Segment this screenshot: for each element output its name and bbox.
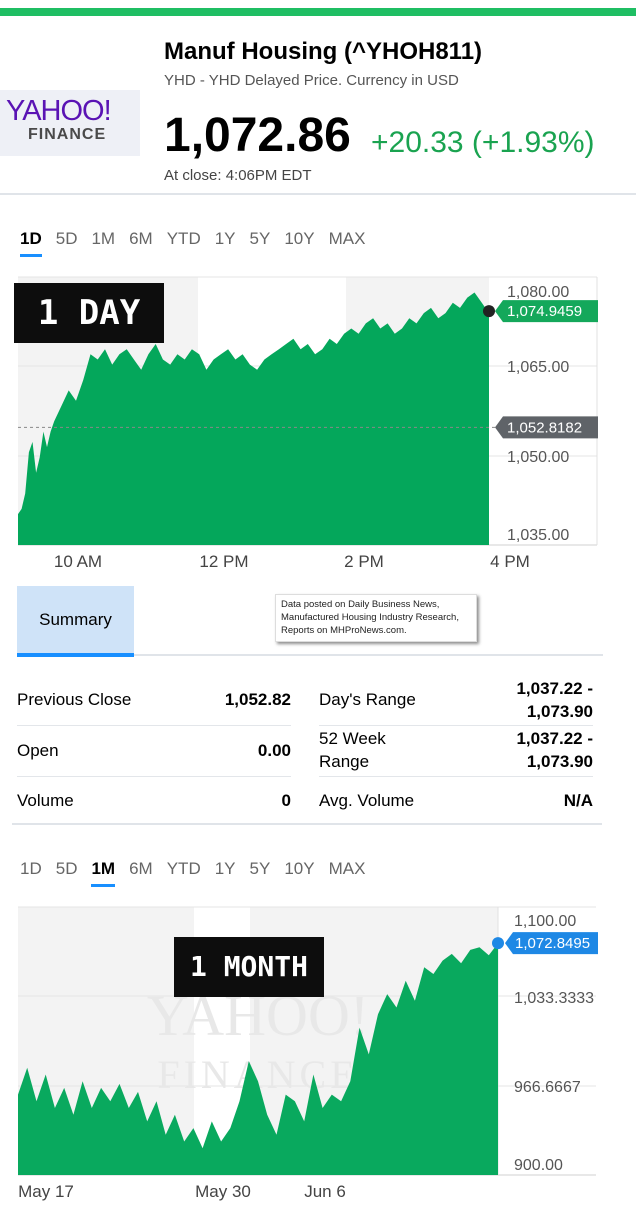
price-change: +20.33 (+1.93%) — [371, 126, 595, 159]
x-tick-label: Jun 6 — [304, 1182, 346, 1201]
y-tick-label: 1,050.00 — [507, 449, 569, 466]
header-divider — [0, 193, 636, 195]
x-tick-label: May 30 — [195, 1182, 251, 1201]
summary-tab-indicator — [17, 653, 134, 657]
previous-close-tag-label: 1,052.8182 — [507, 419, 582, 436]
week52-range-label: 52 Week — [319, 729, 386, 748]
attribution-note: Data posted on Daily Business News, Manu… — [275, 594, 477, 642]
tab-1m[interactable]: 1M — [91, 859, 115, 887]
tab-6m[interactable]: 6M — [129, 229, 153, 248]
tab-1d[interactable]: 1D — [20, 859, 42, 878]
y-tick-label: 966.6667 — [514, 1079, 581, 1096]
last-price-tag: 1,072.8495 — [492, 932, 598, 955]
tab-1y[interactable]: 1Y — [214, 859, 236, 878]
last-price-tag-shape — [505, 932, 598, 955]
day-area-series — [18, 292, 489, 545]
y-tick-label: 900.00 — [514, 1157, 563, 1174]
range-tabs-day: 1D 5D 1M 6M YTD 1Y 5Y 10Y MAX — [20, 229, 379, 257]
open-label: Open — [17, 741, 59, 760]
logo-subtext: FINANCE — [28, 126, 107, 143]
previous-close-tag-shape — [495, 416, 598, 439]
month-area-series — [18, 943, 498, 1175]
y-tick-label: 1,035.00 — [507, 527, 569, 544]
days-range-label: Day's Range — [319, 690, 416, 709]
open-value: 0.00 — [257, 741, 291, 760]
avg-volume-label: Avg. Volume — [319, 791, 415, 810]
previous-close-tag: 1,052.8182 — [495, 416, 598, 439]
tab-1m[interactable]: 1M — [91, 229, 116, 248]
last-price-dot — [492, 937, 504, 950]
last-price-tag-label: 1,072.8495 — [515, 935, 590, 952]
note-line: Manufactured Housing Industry Research, — [281, 612, 459, 623]
y-tick-label: 1,080.00 — [507, 284, 569, 301]
last-price-tag-label: 1,074.9459 — [507, 303, 582, 320]
tab-ytd[interactable]: YTD — [166, 229, 201, 248]
tab-5y[interactable]: 5Y — [249, 859, 271, 878]
note-line: Reports on MHProNews.com. — [281, 625, 407, 636]
stat-row-divider — [319, 776, 593, 777]
volume-value: 0 — [281, 791, 291, 810]
current-price: 1,072.86 — [164, 109, 351, 162]
tab-max[interactable]: MAX — [328, 229, 366, 248]
days-range-low: 1,037.22 - — [516, 679, 593, 698]
month-price-chart[interactable]: YAHOO! FINANCE 1,100.00 1,033.3333 966.6… — [0, 900, 636, 1206]
top-accent-bar — [0, 8, 636, 16]
tab-10y[interactable]: 10Y — [284, 859, 315, 878]
quote-subtitle: YHD - YHD Delayed Price. Currency in USD — [164, 72, 459, 89]
avg-volume-value: N/A — [563, 791, 593, 810]
tab-1d[interactable]: 1D — [20, 229, 42, 257]
close-time: At close: 4:06PM EDT — [164, 167, 312, 184]
tab-max[interactable]: MAX — [328, 859, 366, 878]
tab-1y[interactable]: 1Y — [214, 229, 236, 248]
x-tick-label: 12 PM — [199, 552, 248, 571]
one-month-stamp: 1 MONTH — [174, 937, 324, 997]
day-price-chart[interactable]: 1,080.00 1,065.00 1,050.00 1,035.00 1,07… — [0, 270, 636, 580]
tab-5y[interactable]: 5Y — [249, 229, 271, 248]
stat-row-divider — [17, 725, 291, 726]
x-tick-label: May 17 — [18, 1182, 74, 1201]
stat-row-divider — [319, 725, 593, 726]
range-tabs-month: 1D 5D 1M 6M YTD 1Y 5Y 10Y MAX — [20, 859, 379, 887]
week52-range-high: 1,073.90 — [526, 752, 593, 771]
tab-5d[interactable]: 5D — [55, 859, 78, 878]
volume-label: Volume — [17, 791, 74, 810]
previous-close-value: 1,052.82 — [224, 690, 291, 709]
tab-5d[interactable]: 5D — [55, 229, 78, 248]
x-tick-label: 2 PM — [344, 552, 384, 571]
tab-ytd[interactable]: YTD — [166, 859, 201, 878]
last-price-tag: 1,074.9459 — [483, 300, 598, 323]
tab-summary[interactable]: Summary — [17, 586, 134, 654]
tab-6m[interactable]: 6M — [129, 859, 153, 878]
page-title: Manuf Housing (^YHOH811) — [164, 38, 483, 65]
yahoo-finance-logo[interactable]: YAHOO! FINANCE — [0, 90, 140, 156]
tab-10y[interactable]: 10Y — [284, 229, 315, 248]
days-range-high: 1,073.90 — [526, 702, 593, 721]
summary-tabs-divider — [17, 654, 603, 656]
last-price-dot — [483, 305, 495, 318]
week52-range-label-2: Range — [319, 752, 370, 771]
stat-row-divider — [17, 776, 291, 777]
y-tick-label: 1,065.00 — [507, 359, 569, 376]
week52-range-low: 1,037.22 - — [516, 729, 593, 748]
note-line: Data posted on Daily Business News, — [281, 599, 440, 610]
last-price-tag-shape — [495, 300, 598, 323]
x-tick-label: 10 AM — [54, 552, 102, 571]
one-day-stamp: 1 DAY — [14, 283, 164, 343]
previous-close-label: Previous Close — [17, 690, 132, 709]
y-tick-label: 1,100.00 — [514, 913, 576, 930]
x-tick-label: 4 PM — [490, 552, 530, 571]
y-tick-label: 1,033.3333 — [514, 990, 594, 1007]
logo-wordmark: YAHOO! — [6, 95, 112, 127]
summary-divider — [12, 823, 602, 825]
